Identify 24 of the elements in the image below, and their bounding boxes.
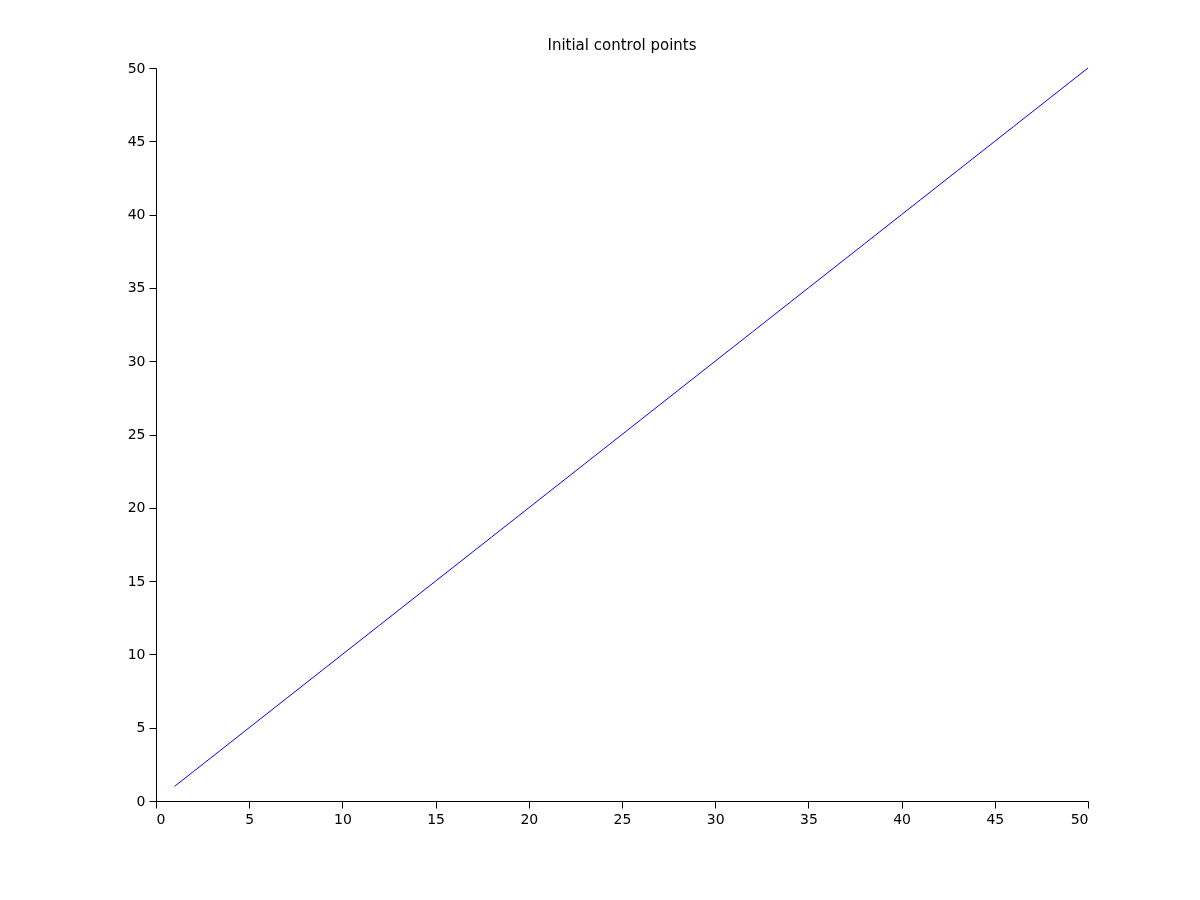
x-tick-label: 35 [799, 810, 818, 827]
y-tick-label: 35 [127, 279, 146, 296]
chart-title: Initial control points [547, 36, 697, 54]
y-tick-label: 45 [127, 132, 146, 149]
y-tick-label: 50 [127, 59, 146, 76]
x-tick-label: 5 [245, 810, 255, 827]
x-tick-label: 50 [1070, 810, 1089, 827]
y-tick-label: 5 [136, 719, 146, 736]
y-tick-label: 20 [127, 499, 146, 516]
x-tick-label: 40 [893, 810, 912, 827]
y-tick-label: 25 [127, 426, 146, 442]
y-tick-label: 0 [136, 792, 146, 809]
y-tick-label: 10 [127, 645, 146, 662]
y-tick-label: 15 [127, 572, 146, 589]
x-tick-label: 45 [986, 810, 1005, 827]
x-tick-label: 25 [613, 810, 632, 827]
y-tick-label: 30 [127, 352, 146, 369]
x-tick-label: 0 [156, 810, 166, 827]
x-tick-label: 30 [706, 810, 725, 827]
line-series [174, 67, 1089, 787]
x-tick-label: 10 [333, 810, 352, 827]
y-tick-label: 40 [127, 206, 146, 223]
x-tick-label: 15 [427, 810, 446, 827]
x-tick-label: 20 [520, 810, 539, 827]
